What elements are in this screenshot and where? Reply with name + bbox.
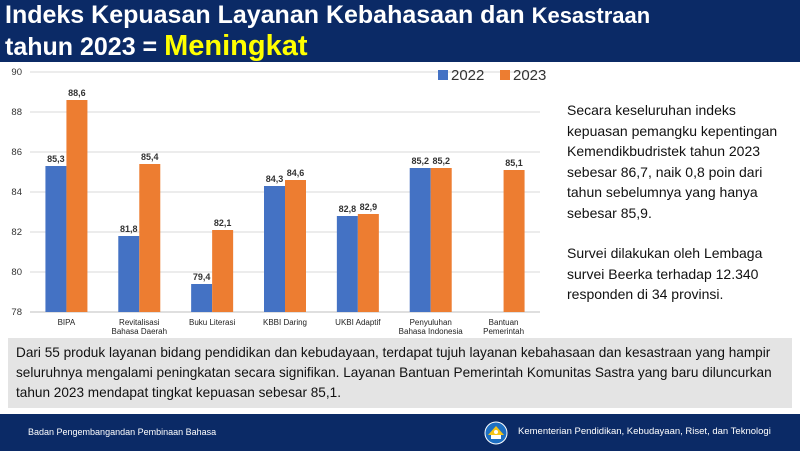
footer-bar: Badan Pengembangandan Pembinaan Bahasa K… (0, 414, 800, 451)
bar-chart: 78 80 82 84 86 88 90 85,3 88,6 BIPA 81,8 85,4 Revita… (11, 67, 546, 336)
data-label: 85,2 (432, 156, 450, 166)
data-label: 81,8 (120, 224, 138, 234)
legend-swatch-2022 (438, 70, 448, 80)
bar-2022 (118, 236, 140, 312)
data-label: 85,2 (411, 156, 429, 166)
bar-2022 (336, 216, 358, 312)
title-line1-tail: Kesastraan (531, 3, 651, 28)
data-label: 79,4 (193, 272, 211, 282)
data-label: 85,3 (47, 154, 65, 164)
category-label: Penyuluhan (410, 318, 452, 327)
bar-2023 (285, 180, 306, 312)
category-label: Bantuan (489, 318, 519, 327)
bar-2023 (66, 100, 88, 312)
footer-ministry: Kementerian Pendidikan, Kebudayaan, Rise… (518, 426, 771, 437)
title-line1: Indeks Kepuasan Layanan Kebahasaan dan (5, 1, 532, 29)
data-label: 84,3 (266, 174, 284, 184)
bar-2022 (45, 166, 67, 312)
category-label: Revitalisasi (119, 318, 160, 327)
category-label: KBBI Daring (263, 318, 307, 327)
category-label: Bahasa Indonesia (399, 327, 464, 336)
bar-2022 (264, 186, 285, 312)
y-tick-label: 88 (11, 107, 22, 118)
category-label: Pemerintah (483, 327, 524, 336)
footer-agency: Badan Pengembangandan Pembinaan Bahasa (28, 427, 217, 437)
category-label: Buku Literasi (189, 318, 235, 327)
y-tick-label: 86 (11, 147, 22, 158)
title-banner (0, 0, 800, 62)
summary-paragraph-2: Survei dilakukan oleh Lembaga survei Bee… (567, 245, 763, 302)
category-label: UKBI Adaptif (335, 318, 381, 327)
data-label: 82,8 (339, 204, 357, 214)
category-label: Bahasa Daerah (111, 327, 167, 336)
category-label: BIPA (58, 318, 76, 327)
data-label: 84,6 (287, 168, 305, 178)
description-box: Dari 55 produk layanan bidang pendidikan… (8, 338, 792, 408)
summary-text: Secara keseluruhan indeks kepuasan peman… (567, 100, 792, 325)
summary-paragraph-1: Secara keseluruhan indeks kepuasan peman… (567, 102, 778, 221)
y-tick-label: 82 (11, 227, 22, 238)
data-label: 85,1 (505, 158, 523, 168)
page-title: Indeks Kepuasan Layanan Kebahasaan dan K… (5, 0, 795, 62)
description-text: Dari 55 produk layanan bidang pendidikan… (16, 345, 772, 400)
bar-2022 (409, 168, 431, 312)
bar-2023 (139, 164, 161, 312)
y-tick-label: 80 (11, 267, 22, 278)
bar-2023 (430, 168, 452, 312)
legend-label: 2022 (451, 67, 484, 84)
data-label: 88,6 (68, 88, 86, 98)
data-label: 82,1 (214, 218, 232, 228)
bar-2023 (503, 170, 525, 312)
y-tick-label: 90 (11, 67, 22, 78)
bar-2023 (212, 230, 234, 312)
y-tick-label: 78 (11, 307, 22, 318)
data-label: 82,9 (360, 202, 378, 212)
y-tick-label: 84 (11, 187, 22, 198)
title-line2: tahun 2023 = (5, 33, 165, 61)
tut-wuri-handayani-logo-icon (484, 421, 508, 445)
bar-2023 (357, 214, 379, 312)
legend-swatch-2023 (500, 70, 510, 80)
data-label: 85,4 (141, 152, 159, 162)
bar-2022 (191, 284, 213, 312)
legend-label: 2023 (513, 67, 546, 84)
title-highlight: Meningkat (164, 30, 308, 62)
